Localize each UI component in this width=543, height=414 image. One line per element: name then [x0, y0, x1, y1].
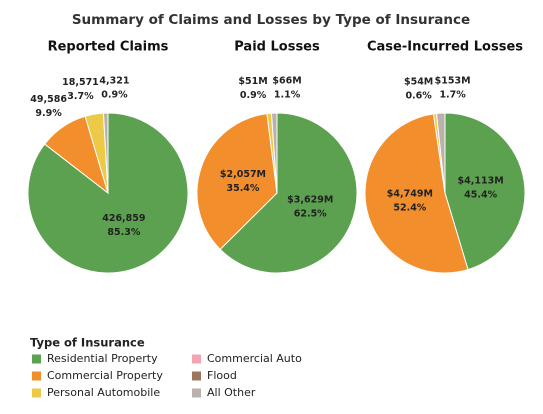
pie-title: Reported Claims [48, 40, 169, 55]
legend-swatch [192, 388, 201, 398]
percent-label: 45.4% [464, 189, 497, 200]
pie-title: Paid Losses [234, 40, 320, 55]
amount-label: $54M [404, 76, 433, 87]
legend-swatch [192, 354, 201, 364]
percent-label: 35.4% [226, 183, 259, 194]
pie-slice [435, 112, 446, 194]
percent-label: 1.1% [274, 90, 301, 101]
chart-title: Summary of Claims and Losses by Type of … [72, 12, 470, 28]
amount-label: 4,321 [99, 76, 129, 87]
legend-swatch [32, 388, 41, 398]
legend-label: Residential Property [47, 352, 158, 365]
legend-swatch [32, 371, 41, 381]
amount-label: $2,057M [220, 169, 266, 180]
percent-label: 0.6% [405, 90, 432, 101]
amount-label: $4,113M [458, 175, 504, 186]
legend-label: Commercial Auto [207, 352, 302, 365]
amount-label: 18,571 [62, 77, 99, 88]
pie-slice [270, 112, 278, 194]
percent-label: 52.4% [393, 202, 426, 213]
amount-label: $51M [238, 76, 267, 87]
percent-label: 9.9% [35, 108, 62, 119]
percent-label: 85.3% [107, 227, 140, 238]
percent-label: 1.7% [439, 90, 466, 101]
legend-label: Personal Automobile [47, 386, 160, 399]
pie-slice [219, 112, 358, 274]
percent-label: 0.9% [101, 90, 128, 101]
pie-slice [364, 113, 469, 274]
pie-title: Case-Incurred Losses [367, 40, 523, 55]
percent-label: 3.7% [67, 91, 94, 102]
legend-title: Type of Insurance [30, 336, 145, 350]
pie-slice [196, 113, 278, 251]
legend-label: Commercial Property [47, 369, 163, 382]
percent-label: 62.5% [294, 208, 327, 219]
percent-label: 0.9% [240, 90, 267, 101]
amount-label: $153M [435, 76, 471, 87]
amount-label: $3,629M [287, 194, 333, 205]
amount-label: $4,749M [387, 188, 433, 199]
amount-label: $66M [272, 76, 301, 87]
legend-swatch [192, 371, 201, 381]
legend-swatch [32, 354, 41, 364]
pie-slice [444, 112, 526, 271]
amount-label: 49,586 [30, 94, 67, 105]
amount-label: 426,859 [102, 213, 145, 224]
legend-label: Flood [207, 369, 237, 382]
legend-label: All Other [207, 386, 256, 399]
pie-slice [102, 112, 109, 194]
